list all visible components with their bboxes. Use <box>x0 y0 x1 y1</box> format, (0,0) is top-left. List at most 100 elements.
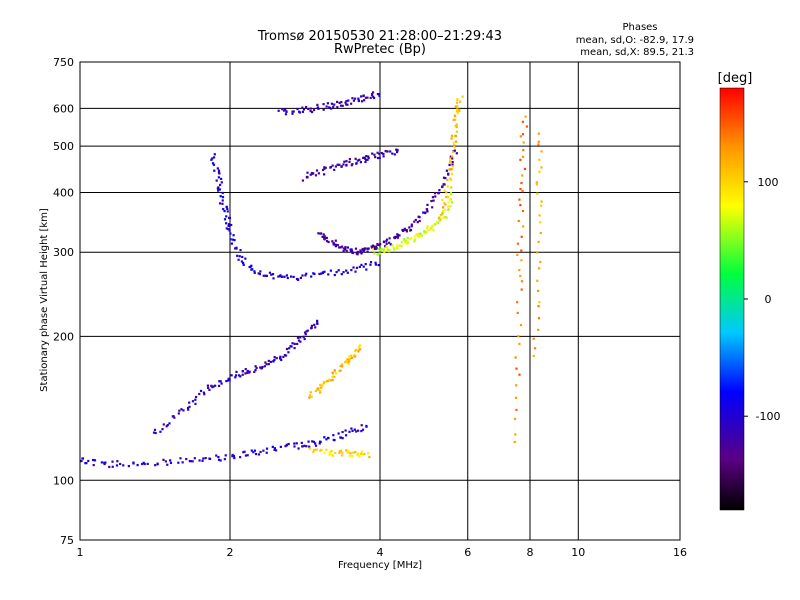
y-axis-label: Stationary phase Virtual Height [km] <box>39 208 50 392</box>
echo-point <box>410 236 413 240</box>
echo-point <box>330 107 333 110</box>
echo-point <box>386 248 389 251</box>
echo-point <box>417 232 420 236</box>
echo-point <box>328 106 331 110</box>
echo-point <box>312 172 315 175</box>
colorbar-tick-label: 0 <box>765 293 772 306</box>
echo-point <box>344 101 347 104</box>
echo-point <box>221 191 224 195</box>
echo-point <box>345 269 348 272</box>
echo-point <box>448 157 452 160</box>
echo-point <box>168 422 171 425</box>
echo-point <box>520 249 523 252</box>
echo-point <box>344 434 348 437</box>
echo-point <box>331 371 334 374</box>
echo-point <box>229 238 232 241</box>
echo-point <box>448 161 451 164</box>
echo-point <box>154 431 157 435</box>
echo-point <box>525 125 528 128</box>
echo-point <box>424 231 428 234</box>
echo-point <box>413 220 416 223</box>
echo-point <box>323 235 326 238</box>
echo-point <box>521 155 525 158</box>
echo-point <box>302 108 306 111</box>
echo-point <box>312 450 315 454</box>
echo-point <box>316 319 319 322</box>
echo-point <box>191 400 195 403</box>
echo-point <box>313 448 316 452</box>
echo-point <box>368 456 371 459</box>
echo-point <box>213 153 216 156</box>
echo-point <box>116 460 119 463</box>
echo-point <box>330 102 334 105</box>
echo-point <box>331 375 334 378</box>
echo-point <box>345 249 348 253</box>
echo-point <box>292 275 295 279</box>
echo-point <box>454 134 458 138</box>
echo-point <box>267 359 270 362</box>
echo-point <box>346 451 349 454</box>
echo-point <box>299 276 302 280</box>
echo-point <box>351 97 354 100</box>
echo-point <box>217 384 221 387</box>
echo-point <box>426 228 429 232</box>
echo-point <box>389 243 392 246</box>
echo-point <box>409 228 413 232</box>
echo-point <box>159 430 162 433</box>
echo-point <box>535 181 538 184</box>
echo-point <box>439 219 442 222</box>
echo-point <box>237 374 241 377</box>
echo-point <box>439 218 442 221</box>
echo-point <box>519 203 522 207</box>
phases-line-o: mean, sd,O: -82.9, 17.9 <box>576 35 694 46</box>
echo-point <box>347 362 350 365</box>
echo-point <box>305 175 308 179</box>
echo-point <box>537 304 540 308</box>
echo-point <box>380 151 383 155</box>
echo-point <box>443 202 446 205</box>
echo-point <box>339 104 343 107</box>
echo-point <box>459 100 462 103</box>
x-tick-label: 10 <box>571 546 585 559</box>
echo-point <box>340 273 343 276</box>
echo-point <box>341 430 344 434</box>
echo-point <box>366 250 369 253</box>
echo-point <box>338 451 341 454</box>
echo-point <box>537 132 540 135</box>
echo-point <box>349 357 352 361</box>
echo-point <box>355 162 358 165</box>
echo-point <box>363 247 366 250</box>
echo-point <box>447 208 450 211</box>
echo-point <box>225 215 228 218</box>
echo-point <box>194 402 197 406</box>
echo-point <box>331 164 334 167</box>
echo-point <box>456 111 459 115</box>
echo-point <box>275 357 278 360</box>
echo-point <box>325 438 328 441</box>
echo-point <box>360 424 363 427</box>
echo-point <box>365 424 368 428</box>
echo-point <box>345 160 348 163</box>
echo-point <box>346 271 349 274</box>
echo-point <box>316 103 319 107</box>
echo-point <box>323 166 326 169</box>
echo-point <box>317 107 320 110</box>
echo-point <box>146 462 149 466</box>
echo-point <box>403 227 406 230</box>
echo-point <box>345 360 348 363</box>
echo-point <box>441 212 444 215</box>
echo-point <box>279 357 282 360</box>
echo-point <box>539 260 542 264</box>
echo-point <box>241 255 244 259</box>
echo-point <box>219 380 222 383</box>
echo-point <box>179 457 182 460</box>
echo-point <box>353 428 356 431</box>
echo-point <box>379 249 382 252</box>
echo-point <box>348 158 352 161</box>
echo-point <box>325 105 328 108</box>
echo-point <box>338 369 341 373</box>
echo-point <box>275 449 278 452</box>
echo-point <box>414 238 417 241</box>
echo-point <box>336 244 339 247</box>
echo-point <box>520 235 523 238</box>
